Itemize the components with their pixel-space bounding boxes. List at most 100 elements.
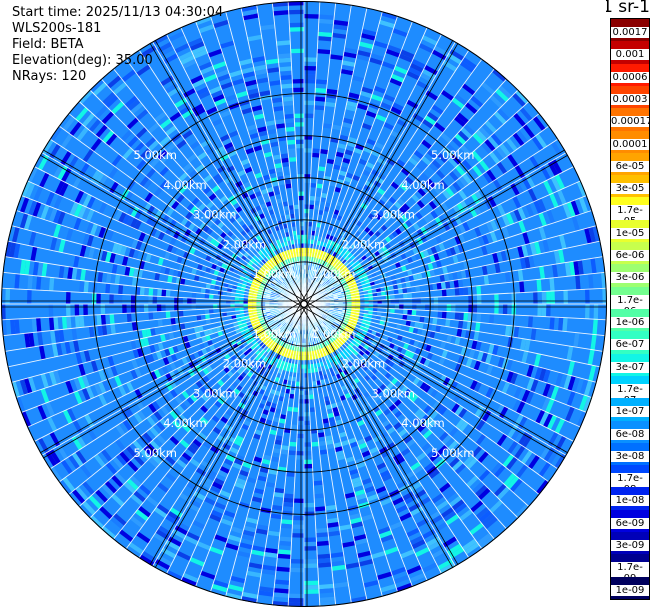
range-bin <box>225 145 236 154</box>
range-bin <box>361 255 367 261</box>
range-bin <box>251 105 263 112</box>
ray-gap <box>112 303 305 540</box>
azimuth-line <box>42 149 306 302</box>
range-bin <box>282 502 294 508</box>
range-bin <box>288 267 292 273</box>
range-bin <box>304 364 308 369</box>
range-bin <box>369 57 383 66</box>
range-bin <box>178 184 188 194</box>
range-bin <box>288 282 293 287</box>
range-bin <box>266 342 272 348</box>
range-bin <box>325 324 330 329</box>
range-bin <box>285 348 290 354</box>
range-bin <box>280 320 285 325</box>
range-bin <box>273 277 279 283</box>
range-bin <box>335 450 345 457</box>
range-bin <box>329 260 335 266</box>
range-bin <box>507 336 514 349</box>
range-bin <box>462 57 477 70</box>
range-bin <box>449 246 457 256</box>
range-bin <box>149 227 158 238</box>
range-bin <box>502 304 508 315</box>
range-bin <box>213 477 225 486</box>
range-bin <box>356 339 363 345</box>
range-bin <box>438 503 452 515</box>
range-bin <box>344 176 353 183</box>
range-bin <box>269 429 277 436</box>
range-bin <box>274 265 279 271</box>
range-bin <box>358 350 365 357</box>
range-bin <box>475 129 488 142</box>
range-bin <box>426 352 434 361</box>
range-bin <box>456 328 463 338</box>
range-bin <box>165 311 171 319</box>
range-bin <box>142 202 152 214</box>
range-bin <box>245 517 259 525</box>
range-bin <box>582 396 593 413</box>
range-bin <box>197 90 211 100</box>
range-bin <box>325 318 330 322</box>
range-bin <box>314 196 321 202</box>
range-bin <box>271 421 279 427</box>
range-bin <box>71 489 86 504</box>
range-bin <box>248 260 254 266</box>
range-bin <box>462 538 477 551</box>
range-bin <box>430 245 438 255</box>
range-bin <box>211 481 223 490</box>
range-bin <box>195 86 209 96</box>
range-bin <box>584 227 592 244</box>
range-bin <box>314 276 318 281</box>
range-bin <box>246 271 252 277</box>
range-bin <box>40 388 50 404</box>
range-bin <box>134 377 142 389</box>
range-bin <box>191 426 201 436</box>
range-bin <box>208 513 222 523</box>
range-bin <box>80 268 86 281</box>
range-bin <box>136 64 151 77</box>
range-bin <box>393 289 399 295</box>
range-bin <box>426 178 436 189</box>
range-bin <box>198 325 204 332</box>
range-bin <box>145 328 152 338</box>
range-bin <box>181 271 187 279</box>
range-bin <box>24 260 31 275</box>
range-bin <box>390 304 395 309</box>
range-bin <box>340 68 354 76</box>
ray-gap <box>209 15 305 305</box>
range-bin <box>329 337 334 343</box>
colorbar-tick-label: 6e-08 <box>611 428 649 440</box>
range-bin <box>319 449 328 455</box>
range-bin <box>217 73 231 82</box>
range-bin <box>244 79 258 87</box>
range-bin <box>355 301 361 304</box>
range-bin <box>182 335 189 343</box>
colorbar-tick-label: 1e-05 <box>611 227 649 239</box>
range-bin <box>386 157 396 167</box>
range-bin <box>345 172 354 179</box>
range-bin <box>388 403 397 412</box>
range-bin <box>376 110 389 119</box>
range-bin <box>282 337 287 343</box>
range-bin <box>278 257 283 263</box>
range-bin <box>354 334 361 340</box>
range-bin <box>241 255 247 261</box>
range-bin <box>203 73 218 83</box>
range-bin <box>450 288 456 297</box>
range-bin <box>176 223 185 233</box>
range-bin <box>40 373 49 389</box>
ray-gap <box>303 303 399 593</box>
range-bin <box>131 358 139 370</box>
range-bin <box>206 220 214 228</box>
colorbar-tick-label: 3e-08 <box>611 450 649 462</box>
ring-label: 5.00km <box>431 446 474 460</box>
range-bin <box>475 419 486 432</box>
range-bin <box>433 304 439 311</box>
range-bin <box>521 450 533 465</box>
range-bin <box>421 68 436 80</box>
range-bin <box>265 335 271 341</box>
range-bin <box>349 517 363 525</box>
range-bin <box>364 420 374 428</box>
range-bin <box>315 282 320 287</box>
range-bin <box>135 159 147 171</box>
range-bin <box>382 386 390 395</box>
